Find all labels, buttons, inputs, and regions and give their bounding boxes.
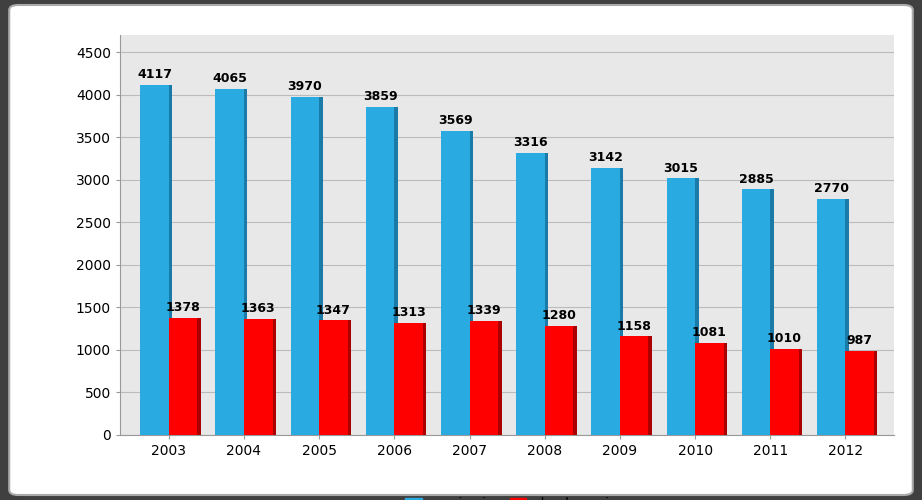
Text: 2770: 2770 [814,182,848,196]
Text: 1280: 1280 [541,309,576,322]
Bar [620,168,623,435]
Bar [695,178,699,435]
Bar [695,343,724,435]
Bar [591,168,620,435]
Bar [216,89,244,435]
Bar [366,106,395,435]
Bar [348,320,351,435]
Text: 1363: 1363 [241,302,276,315]
Bar [140,84,169,435]
Bar [319,97,323,435]
Bar [845,200,849,435]
Text: 4065: 4065 [212,72,247,85]
Text: 1158: 1158 [617,320,652,332]
Bar [648,336,652,435]
Bar [290,97,319,435]
Bar [469,132,473,435]
Text: 3015: 3015 [663,162,698,174]
Text: 1081: 1081 [692,326,727,339]
Bar [724,343,727,435]
Text: 1378: 1378 [166,301,200,314]
Bar [620,336,648,435]
Bar [845,351,874,435]
Text: 3859: 3859 [362,90,397,102]
Bar [395,324,423,435]
Text: 3970: 3970 [288,80,322,94]
Bar [874,351,878,435]
Text: 3142: 3142 [588,151,623,164]
Bar [545,153,548,435]
Text: 1010: 1010 [767,332,802,345]
Bar [498,321,502,435]
Text: 1347: 1347 [316,304,351,316]
Bar [319,320,348,435]
Bar [770,190,774,435]
Bar [817,200,845,435]
Bar [516,153,545,435]
Bar [244,89,247,435]
Bar [573,326,576,435]
Text: 2885: 2885 [739,172,774,186]
Bar [667,178,695,435]
Bar [169,84,172,435]
Bar [441,132,469,435]
Bar [197,318,201,435]
Bar [545,326,573,435]
Text: 3316: 3316 [514,136,548,149]
Legend: uczniowie, absolwenci: uczniowie, absolwenci [399,491,615,500]
Bar [770,349,798,435]
Text: 987: 987 [846,334,873,347]
Bar [798,349,802,435]
Text: 3569: 3569 [438,114,473,128]
Bar [423,324,426,435]
Text: 1313: 1313 [391,306,426,320]
Bar [741,190,770,435]
Bar [469,321,498,435]
Text: 1339: 1339 [467,304,501,317]
Bar [244,319,273,435]
Bar [169,318,197,435]
Bar [273,319,276,435]
Bar [395,106,397,435]
Text: 4117: 4117 [137,68,171,81]
